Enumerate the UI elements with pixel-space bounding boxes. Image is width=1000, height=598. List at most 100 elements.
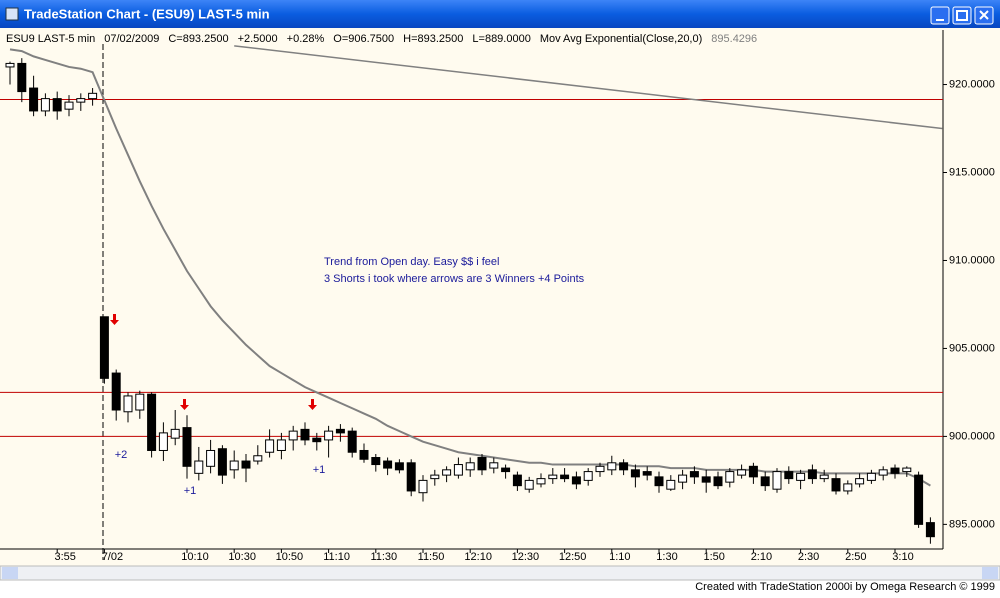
candle-body xyxy=(819,474,829,480)
header-item: 895.4296 xyxy=(711,33,757,45)
candle-body xyxy=(312,437,322,443)
candle-body xyxy=(88,92,98,100)
y-tick-label: 915.0000 xyxy=(949,166,995,178)
y-tick-label: 905.0000 xyxy=(949,342,995,354)
x-tick-label: 12:10 xyxy=(464,551,492,563)
candle-body xyxy=(394,462,404,471)
candle-body xyxy=(784,471,794,480)
candle-body xyxy=(512,474,522,487)
x-tick-label: 12:30 xyxy=(512,551,540,563)
x-tick-label: 3:10 xyxy=(892,551,913,563)
candle-body xyxy=(701,476,711,483)
header-item: Mov Avg Exponential(Close,20,0) xyxy=(540,33,702,45)
candle-body xyxy=(335,428,345,434)
maximize-button[interactable] xyxy=(952,6,972,25)
candle-body xyxy=(442,469,452,476)
candle-body xyxy=(796,472,806,481)
header-item: L=889.0000 xyxy=(472,33,530,45)
scroll-left[interactable] xyxy=(2,567,18,579)
title-bar xyxy=(0,0,1000,28)
candle-body xyxy=(725,471,735,483)
candle-body xyxy=(678,474,688,483)
scroll-right[interactable] xyxy=(982,567,998,579)
candle-body xyxy=(713,476,723,487)
candle-body xyxy=(571,476,581,485)
candle-body xyxy=(170,428,180,439)
candle-body xyxy=(843,483,853,492)
header-item: ESU9 LAST-5 min xyxy=(6,33,95,45)
candle-body xyxy=(276,439,286,451)
trade-label: +1 xyxy=(313,464,326,476)
header-item: +2.5000 xyxy=(238,33,278,45)
candle-body xyxy=(347,430,357,453)
candle-body xyxy=(5,62,15,68)
candle-body xyxy=(40,98,50,112)
candle-body xyxy=(76,98,86,103)
candle-body xyxy=(560,474,570,480)
candle-body xyxy=(147,393,157,451)
x-tick-label: 10:50 xyxy=(276,551,304,563)
header-item: 07/02/2009 xyxy=(104,33,159,45)
header-item: H=893.2500 xyxy=(403,33,463,45)
candle-body xyxy=(453,464,463,476)
candle-body xyxy=(17,62,27,93)
candle-body xyxy=(524,479,534,490)
candle-body xyxy=(300,428,310,441)
candle-body xyxy=(123,395,133,413)
candle-body xyxy=(536,478,546,485)
candle-body xyxy=(619,462,629,471)
x-tick-label: 2:30 xyxy=(798,551,819,563)
y-tick-label: 910.0000 xyxy=(949,254,995,266)
candle-body xyxy=(99,316,109,379)
trade-label: +1 xyxy=(184,485,197,497)
candle-body xyxy=(418,479,428,494)
footer: Created with TradeStation 2000i by Omega… xyxy=(695,581,995,593)
x-tick-label: 1:50 xyxy=(703,551,724,563)
candle-body xyxy=(64,101,74,110)
candle-body xyxy=(206,449,216,467)
x-tick-label: 1:10 xyxy=(609,551,630,563)
trade-arrows xyxy=(110,314,317,410)
minimize-button[interactable] xyxy=(930,6,950,25)
candle-body xyxy=(217,448,227,476)
candle-body xyxy=(642,471,652,476)
scrollbar[interactable] xyxy=(0,565,1000,581)
y-tick-label: 900.0000 xyxy=(949,430,995,442)
x-tick-label: 11:50 xyxy=(418,551,445,563)
annotation: 3 Shorts i took where arrows are 3 Winne… xyxy=(324,273,585,285)
candle-body xyxy=(654,476,664,487)
candle-body xyxy=(583,471,593,481)
candle-body xyxy=(878,469,888,476)
x-tick-label: 3:55 xyxy=(54,551,75,563)
x-tick-label: 11:30 xyxy=(370,551,397,563)
candle-body xyxy=(477,457,487,471)
y-tick-label: 895.0000 xyxy=(949,518,995,530)
candle-body xyxy=(29,87,39,112)
candle-body xyxy=(607,462,617,471)
x-tick-label: 10:10 xyxy=(181,551,209,563)
header-item: +0.28% xyxy=(287,33,325,45)
candle-body xyxy=(772,471,782,490)
candle-body xyxy=(689,471,699,478)
window-icon xyxy=(5,7,19,21)
candle-body xyxy=(489,462,499,469)
candle-body xyxy=(630,469,640,478)
candle-body xyxy=(383,460,393,469)
annotation: Trend from Open day. Easy $$ i feel xyxy=(324,256,499,268)
candle-body xyxy=(194,460,204,474)
candle-body xyxy=(135,393,145,411)
x-tick-label: 1:30 xyxy=(656,551,677,563)
candle-body xyxy=(737,469,747,476)
candle-body xyxy=(241,460,251,469)
candle-body xyxy=(760,476,770,487)
candle-body xyxy=(288,430,298,441)
candle-body xyxy=(902,467,912,473)
candle-body xyxy=(324,430,334,441)
candle-body xyxy=(158,432,168,451)
candle-body xyxy=(406,462,416,492)
y-tick-label: 920.0000 xyxy=(949,78,995,90)
chart-header: ESU9 LAST-5 min 07/02/2009 C=893.2500 +2.50… xyxy=(6,33,757,45)
candle-body xyxy=(666,479,676,490)
candle-body xyxy=(265,439,275,453)
